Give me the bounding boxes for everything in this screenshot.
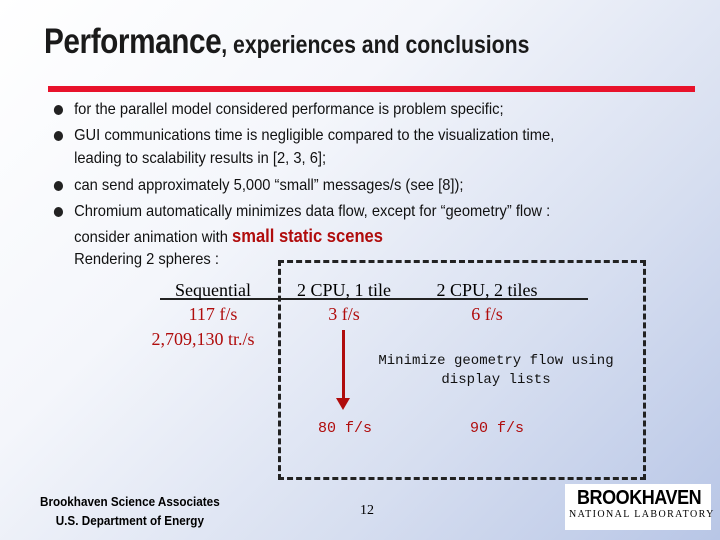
col-value-1tile: 3 f/s — [328, 304, 360, 324]
bullet-text: consider animation with — [74, 229, 228, 246]
optimized-result-2tiles: 90 f/s — [469, 420, 524, 437]
title-divider — [48, 86, 695, 92]
brookhaven-logo: BROOKHAVEN NATIONAL LABORATORY — [565, 484, 713, 530]
col-header-1tile: 2 CPU, 1 tile — [296, 280, 391, 300]
title-main: Performance — [44, 22, 222, 61]
results-dashed-box — [278, 260, 646, 480]
bullet-text: for the parallel model considered perfor… — [74, 101, 504, 118]
page-title: Performance, experiences and conclusions — [44, 22, 529, 62]
arrow-shaft — [342, 330, 345, 404]
optimized-result-1tile: 80 f/s — [317, 420, 372, 437]
col-value-sequential: 117 f/s — [188, 304, 238, 324]
col-header-sequential: Sequential — [175, 280, 251, 300]
title-rest: , experiences and conclusions — [221, 31, 530, 59]
col-header-2tiles: 2 CPU, 2 tiles — [436, 280, 538, 300]
bullet-text: can send approximately 5,000 “small” mes… — [74, 177, 464, 194]
bullet-text: leading to scalability results in [2, 3,… — [74, 150, 327, 167]
bullet-text: Chromium automatically minimizes data fl… — [74, 203, 551, 220]
col-value-2tiles: 6 f/s — [471, 304, 503, 324]
bullet-dot-icon — [53, 105, 64, 115]
column-header-underline — [160, 298, 588, 300]
footer-org: Brookhaven Science Associates U.S. Depar… — [40, 494, 220, 528]
bullet-dot-icon — [53, 131, 64, 141]
minimize-note: Minimize geometry flow using display lis… — [378, 353, 614, 388]
emphasis-text: small static scenes — [232, 226, 383, 246]
col-extra-sequential: 2,709,130 tr./s — [151, 329, 255, 349]
bullet-text: GUI communications time is negligible co… — [74, 127, 555, 144]
page-number: 12 — [360, 503, 374, 518]
bullet-dot-icon — [53, 181, 64, 191]
arrow-down-icon — [336, 398, 350, 410]
bullet-dot-icon — [53, 207, 64, 217]
